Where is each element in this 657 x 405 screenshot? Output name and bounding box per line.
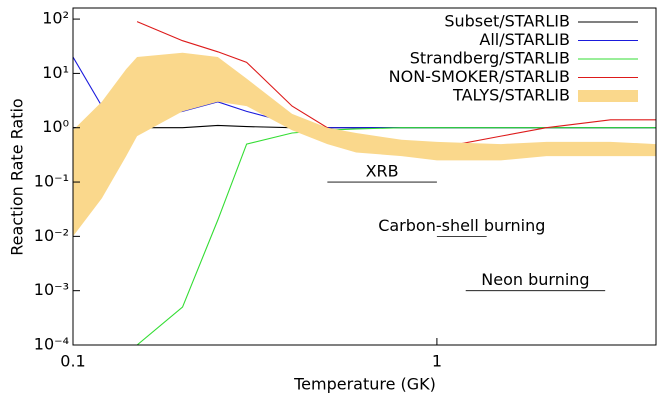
y-tick-label: 10² [42, 9, 69, 28]
series-line [136, 127, 656, 345]
annotation: Neon burning [481, 270, 589, 289]
annotation: XRB [366, 162, 399, 181]
legend-swatch [578, 90, 638, 102]
legend-label: Subset/STARLIB [444, 12, 570, 31]
y-tick-label: 10¹ [42, 63, 69, 82]
annotation: Carbon-shell burning [378, 216, 545, 235]
legend-label: Strandberg/STARLIB [410, 49, 570, 68]
legend-label: TALYS/STARLIB [452, 86, 570, 105]
x-tick-label: 0.1 [60, 352, 85, 371]
x-tick-label: 1 [432, 352, 442, 371]
legend-label: NON-SMOKER/STARLIB [389, 67, 570, 86]
band [73, 52, 656, 237]
y-tick-label: 10⁰ [42, 117, 69, 136]
y-tick-label: 10⁻³ [34, 280, 69, 299]
y-tick-label: 10⁻⁴ [34, 335, 69, 354]
plot [73, 21, 656, 345]
x-axis-title: Temperature (GK) [293, 375, 436, 394]
y-tick-label: 10⁻¹ [34, 172, 69, 191]
y-tick-label: 10⁻² [34, 226, 69, 245]
plot-frame [72, 7, 657, 346]
y-axis-title: Reaction Rate Ratio [8, 98, 27, 255]
legend-label: All/STARLIB [479, 30, 570, 49]
